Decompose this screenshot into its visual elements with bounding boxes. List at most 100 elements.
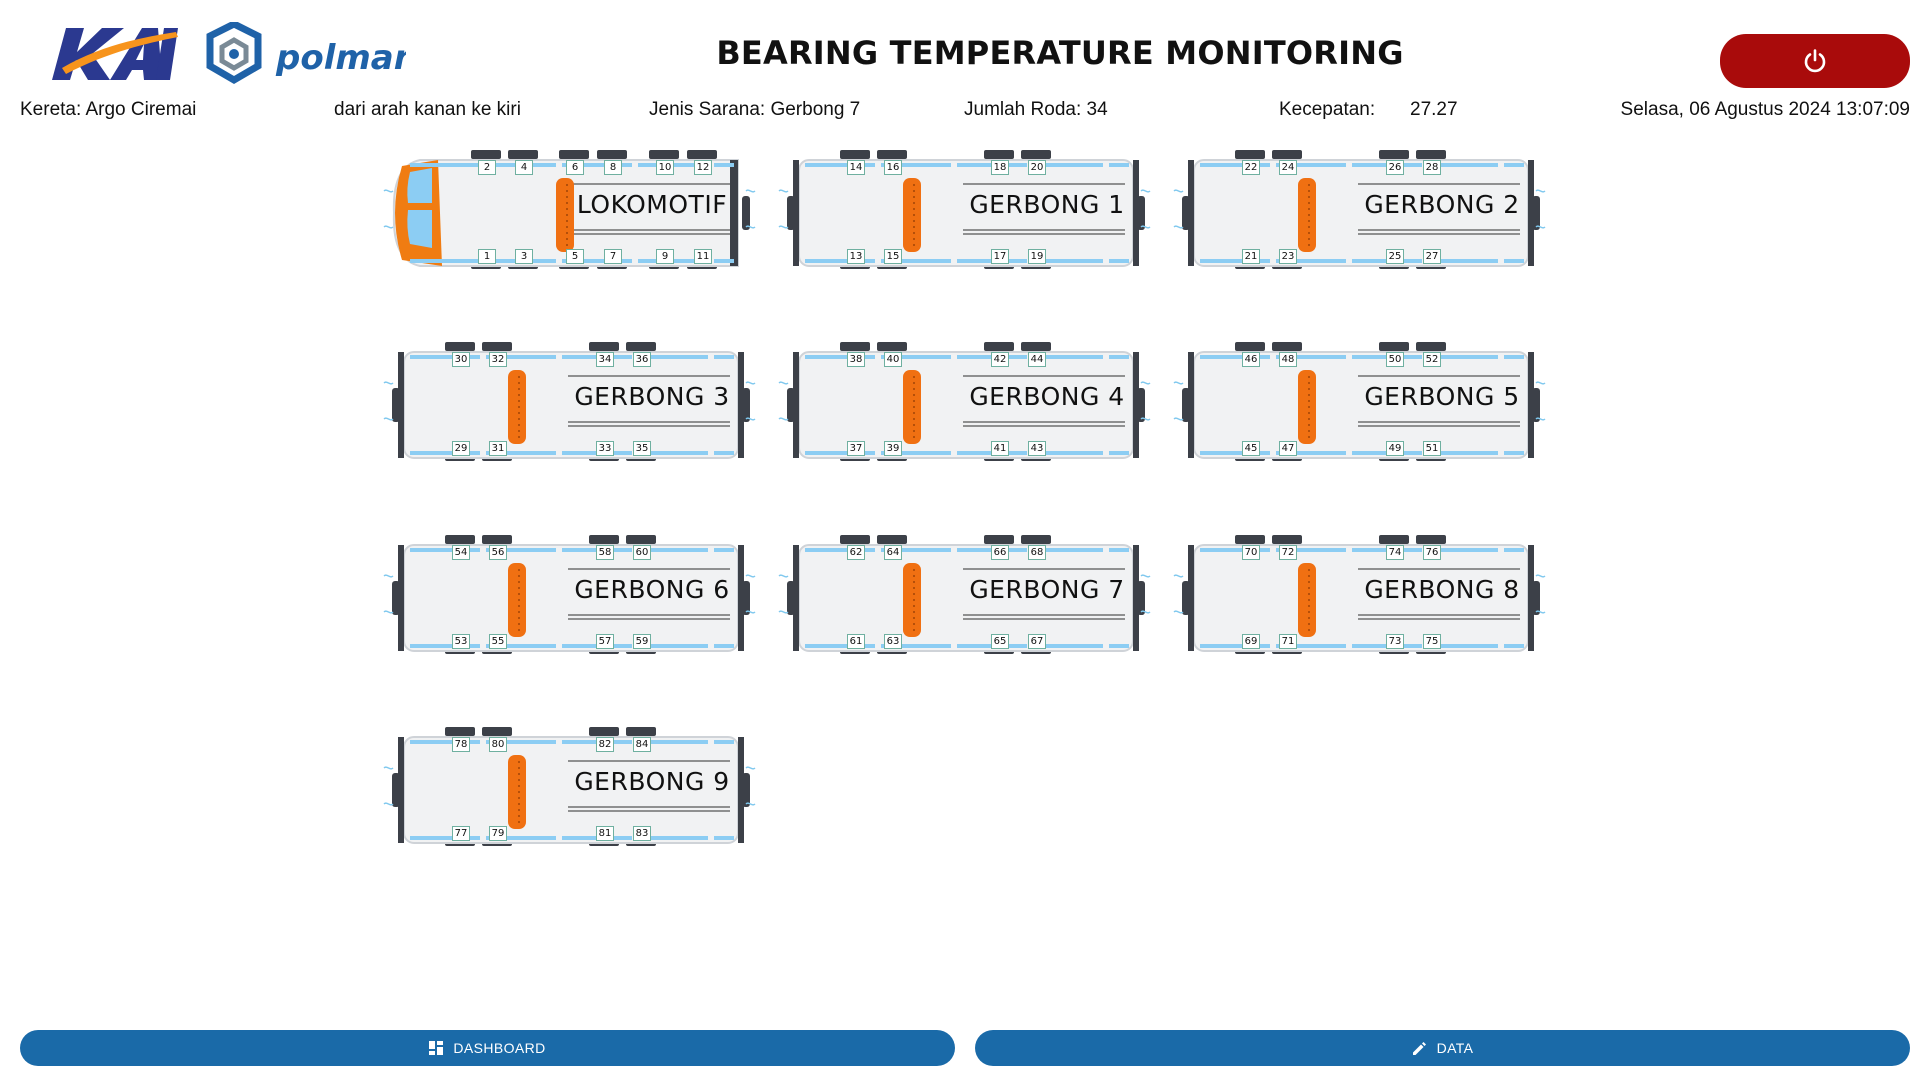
- bearing-sensor-70[interactable]: 70: [1242, 545, 1260, 560]
- bearing-sensor-25[interactable]: 25: [1386, 249, 1404, 264]
- bearing-sensor-13[interactable]: 13: [847, 249, 865, 264]
- bearing-sensor-34[interactable]: 34: [596, 352, 614, 367]
- bearing-sensor-12[interactable]: 12: [694, 160, 712, 175]
- bearing-sensor-49[interactable]: 49: [1386, 441, 1404, 456]
- bearing-sensor-68[interactable]: 68: [1028, 545, 1046, 560]
- bearing-sensor-41[interactable]: 41: [991, 441, 1009, 456]
- wagon-9[interactable]: GERBONG 9 78 80 82 84 77 79 81 83: [383, 725, 756, 855]
- bearing-sensor-44[interactable]: 44: [1028, 352, 1046, 367]
- bearing-sensor-31[interactable]: 31: [489, 441, 507, 456]
- bearing-sensor-15[interactable]: 15: [884, 249, 902, 264]
- bearing-sensor-17[interactable]: 17: [991, 249, 1009, 264]
- bearing-sensor-75[interactable]: 75: [1423, 634, 1441, 649]
- bearing-sensor-28[interactable]: 28: [1423, 160, 1441, 175]
- bearing-sensor-9[interactable]: 9: [656, 249, 674, 264]
- bearing-sensor-45[interactable]: 45: [1242, 441, 1260, 456]
- bearing-sensor-67[interactable]: 67: [1028, 634, 1046, 649]
- bearing-sensor-43[interactable]: 43: [1028, 441, 1046, 456]
- bearing-sensor-83[interactable]: 83: [633, 826, 651, 841]
- bearing-sensor-6[interactable]: 6: [566, 160, 584, 175]
- bearing-sensor-56[interactable]: 56: [489, 545, 507, 560]
- bearing-sensor-53[interactable]: 53: [452, 634, 470, 649]
- bearing-sensor-57[interactable]: 57: [596, 634, 614, 649]
- bearing-sensor-65[interactable]: 65: [991, 634, 1009, 649]
- bearing-sensor-51[interactable]: 51: [1423, 441, 1441, 456]
- bearing-sensor-74[interactable]: 74: [1386, 545, 1404, 560]
- wagon-4[interactable]: GERBONG 4 38 40 42 44 37 39 41 43: [778, 340, 1151, 470]
- bearing-sensor-71[interactable]: 71: [1279, 634, 1297, 649]
- bearing-sensor-63[interactable]: 63: [884, 634, 902, 649]
- bearing-sensor-77[interactable]: 77: [452, 826, 470, 841]
- bearing-sensor-35[interactable]: 35: [633, 441, 651, 456]
- wagon-2[interactable]: GERBONG 2 22 24 26 28 21 23 25 27: [1173, 148, 1546, 278]
- wagon-5[interactable]: GERBONG 5 46 48 50 52 45 47 49 51: [1173, 340, 1546, 470]
- bearing-sensor-32[interactable]: 32: [489, 352, 507, 367]
- bearing-sensor-30[interactable]: 30: [452, 352, 470, 367]
- bearing-sensor-78[interactable]: 78: [452, 737, 470, 752]
- bearing-sensor-73[interactable]: 73: [1386, 634, 1404, 649]
- bearing-sensor-37[interactable]: 37: [847, 441, 865, 456]
- bearing-sensor-3[interactable]: 3: [515, 249, 533, 264]
- bearing-sensor-58[interactable]: 58: [596, 545, 614, 560]
- bearing-sensor-38[interactable]: 38: [847, 352, 865, 367]
- dashboard-button[interactable]: DASHBOARD: [20, 1030, 955, 1066]
- bearing-sensor-11[interactable]: 11: [694, 249, 712, 264]
- bearing-sensor-79[interactable]: 79: [489, 826, 507, 841]
- bearing-sensor-14[interactable]: 14: [847, 160, 865, 175]
- bearing-sensor-20[interactable]: 20: [1028, 160, 1046, 175]
- bearing-sensor-19[interactable]: 19: [1028, 249, 1046, 264]
- bearing-sensor-33[interactable]: 33: [596, 441, 614, 456]
- bearing-sensor-69[interactable]: 69: [1242, 634, 1260, 649]
- bearing-sensor-59[interactable]: 59: [633, 634, 651, 649]
- wagon-8[interactable]: GERBONG 8 70 72 74 76 69 71 73 75: [1173, 533, 1546, 663]
- bearing-sensor-26[interactable]: 26: [1386, 160, 1404, 175]
- bearing-sensor-16[interactable]: 16: [884, 160, 902, 175]
- bearing-sensor-36[interactable]: 36: [633, 352, 651, 367]
- bearing-sensor-40[interactable]: 40: [884, 352, 902, 367]
- bearing-sensor-27[interactable]: 27: [1423, 249, 1441, 264]
- bearing-sensor-47[interactable]: 47: [1279, 441, 1297, 456]
- bearing-sensor-82[interactable]: 82: [596, 737, 614, 752]
- bearing-sensor-10[interactable]: 10: [656, 160, 674, 175]
- bearing-sensor-8[interactable]: 8: [604, 160, 622, 175]
- data-button[interactable]: DATA: [975, 1030, 1910, 1066]
- bearing-sensor-21[interactable]: 21: [1242, 249, 1260, 264]
- bearing-sensor-76[interactable]: 76: [1423, 545, 1441, 560]
- bearing-sensor-48[interactable]: 48: [1279, 352, 1297, 367]
- bearing-sensor-72[interactable]: 72: [1279, 545, 1297, 560]
- wagon-6[interactable]: GERBONG 6 54 56 58 60 53 55 57 59: [383, 533, 756, 663]
- bearing-sensor-1[interactable]: 1: [478, 249, 496, 264]
- bearing-sensor-22[interactable]: 22: [1242, 160, 1260, 175]
- bearing-sensor-66[interactable]: 66: [991, 545, 1009, 560]
- bearing-sensor-55[interactable]: 55: [489, 634, 507, 649]
- bearing-sensor-7[interactable]: 7: [604, 249, 622, 264]
- bearing-sensor-62[interactable]: 62: [847, 545, 865, 560]
- bearing-sensor-23[interactable]: 23: [1279, 249, 1297, 264]
- bearing-sensor-61[interactable]: 61: [847, 634, 865, 649]
- bearing-sensor-84[interactable]: 84: [633, 737, 651, 752]
- bearing-sensor-29[interactable]: 29: [452, 441, 470, 456]
- bearing-sensor-52[interactable]: 52: [1423, 352, 1441, 367]
- bearing-sensor-18[interactable]: 18: [991, 160, 1009, 175]
- bearing-sensor-60[interactable]: 60: [633, 545, 651, 560]
- datetime: Selasa, 06 Agustus 2024 13:07:09: [1620, 99, 1910, 120]
- wagon-1-diagram: [778, 150, 1151, 269]
- wagon-1[interactable]: GERBONG 1 14 16 18 20 13 15 17 19: [778, 148, 1151, 278]
- bearing-sensor-42[interactable]: 42: [991, 352, 1009, 367]
- bearing-sensor-46[interactable]: 46: [1242, 352, 1260, 367]
- wagon-3[interactable]: GERBONG 3 30 32 34 36 29 31 33 35: [383, 340, 756, 470]
- bearing-sensor-54[interactable]: 54: [452, 545, 470, 560]
- bearing-sensor-4[interactable]: 4: [515, 160, 533, 175]
- locomotive[interactable]: LOKOMOTIF 2 4 6 8 10 12 1 3 5 7 9 11: [383, 148, 756, 278]
- bearing-sensor-81[interactable]: 81: [596, 826, 614, 841]
- bearing-sensor-50[interactable]: 50: [1386, 352, 1404, 367]
- bearing-sensor-39[interactable]: 39: [884, 441, 902, 456]
- bearing-sensor-5[interactable]: 5: [566, 249, 584, 264]
- bearing-sensor-64[interactable]: 64: [884, 545, 902, 560]
- train-name: Kereta: Argo Ciremai: [20, 99, 197, 120]
- bearing-sensor-80[interactable]: 80: [489, 737, 507, 752]
- bearing-sensor-24[interactable]: 24: [1279, 160, 1297, 175]
- wagon-7[interactable]: GERBONG 7 62 64 66 68 61 63 65 67: [778, 533, 1151, 663]
- bearing-sensor-2[interactable]: 2: [478, 160, 496, 175]
- power-button[interactable]: [1720, 34, 1910, 88]
